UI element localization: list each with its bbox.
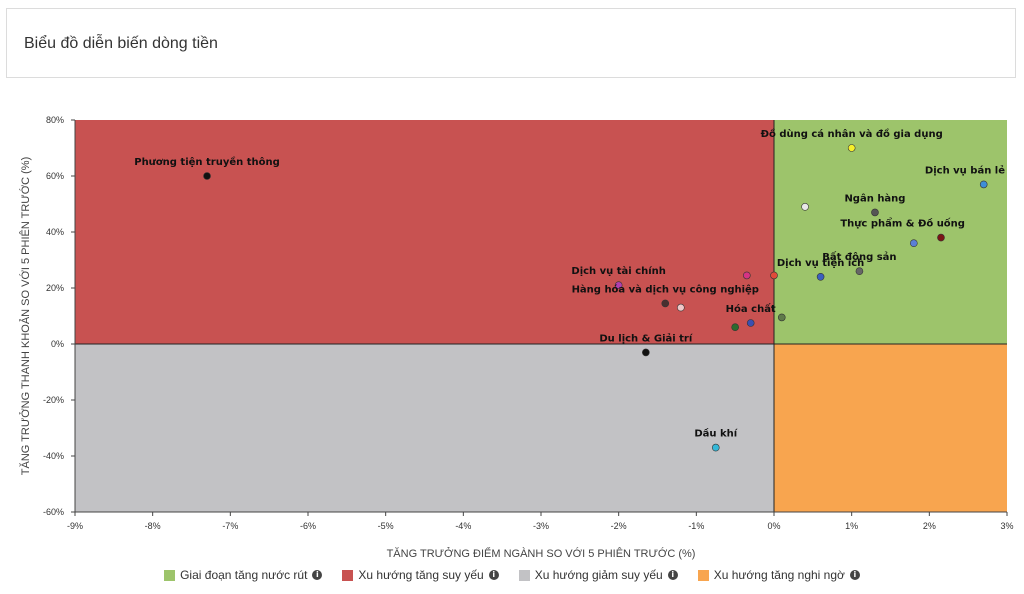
x-tick-label: -5% <box>378 521 394 531</box>
data-point <box>614 281 623 290</box>
data-label: Ngân hàng <box>844 192 905 204</box>
y-tick-label: -60% <box>43 507 64 517</box>
data-point <box>777 313 786 322</box>
x-tick-label: -9% <box>67 521 83 531</box>
legend-item-weakening-up[interactable]: Xu hướng tăng suy yếu i <box>342 568 499 582</box>
x-axis-title: TĂNG TRƯỞNG ĐIỂM NGÀNH SO VỚI 5 PHIÊN TR… <box>387 547 696 560</box>
legend-item-weakening-down[interactable]: Xu hướng giảm suy yếu i <box>518 568 678 582</box>
y-tick-label: -20% <box>43 395 64 405</box>
data-point <box>676 303 685 312</box>
x-tick-label: -3% <box>533 521 549 531</box>
data-point <box>743 271 751 280</box>
data-point <box>909 239 918 247</box>
x-tick-label: 2% <box>923 521 936 531</box>
data-point <box>871 208 879 217</box>
data-point <box>979 180 988 189</box>
data-point <box>661 299 670 308</box>
x-tick-label: -8% <box>145 521 161 531</box>
x-tick-label: 3% <box>1000 521 1013 531</box>
x-tick-label: -6% <box>300 521 316 531</box>
legend-label: Xu hướng tăng suy yếu <box>358 568 484 582</box>
quadrant-top-right <box>774 120 1007 344</box>
legend-item-doubtful-up[interactable]: Xu hướng tăng nghi ngờ i <box>697 568 860 582</box>
data-point <box>746 319 755 327</box>
x-tick-label: -1% <box>688 521 704 531</box>
data-point <box>801 203 809 211</box>
data-label: Dịch vụ bán lẻ <box>925 164 1005 176</box>
legend-label: Xu hướng tăng nghi ngờ <box>713 568 845 582</box>
x-tick-label: -4% <box>455 521 471 531</box>
scatter-chart: -9% -8% -7% -6% -5% -4% -3% -2% -1% 0% 1% 2% 3% -60% -… <box>19 115 1014 560</box>
data-point <box>816 272 825 281</box>
chart-title: Biểu đồ diễn biến dòng tiền <box>24 35 218 52</box>
data-point <box>711 443 720 452</box>
quadrant-bottom-left <box>75 344 774 512</box>
data-label: Bất động sản <box>822 250 896 263</box>
x-tick-label: 0% <box>767 521 780 531</box>
legend-swatch <box>342 569 354 581</box>
legend-swatch <box>164 569 176 581</box>
data-point <box>937 233 945 242</box>
x-tick-label: 1% <box>845 521 858 531</box>
data-label: Dịch vụ tiện ích <box>777 257 864 269</box>
data-point <box>855 267 864 276</box>
data-label: Dầu khí <box>694 428 737 440</box>
y-tick-label: 0% <box>51 339 64 349</box>
data-point <box>770 271 778 280</box>
legend-label: Xu hướng giảm suy yếu <box>534 568 663 582</box>
x-tick-label: -2% <box>611 521 627 531</box>
legend-swatch <box>697 569 709 581</box>
info-icon[interactable]: i <box>488 570 499 580</box>
chart-title-box: Biểu đồ diễn biến dòng tiền <box>6 8 1016 78</box>
data-label: Thực phẩm & Đồ uống <box>840 217 965 230</box>
data-label: Du lịch & Giải trí <box>599 332 692 344</box>
info-icon[interactable]: i <box>312 570 323 580</box>
legend-item-sprint[interactable]: Giai đoạn tăng nước rút i <box>164 568 323 582</box>
y-tick-label: 60% <box>46 171 64 181</box>
legend: Giai đoạn tăng nước rút i Xu hướng tăng … <box>0 568 1024 582</box>
data-label: Phương tiện truyền thông <box>134 155 280 168</box>
data-label: Dịch vụ tài chính <box>571 265 666 277</box>
legend-swatch <box>518 569 530 581</box>
y-axis-title: TĂNG TRƯỞNG THANH KHOẢN SO VỚI 5 PHIÊN T… <box>19 157 32 475</box>
data-point <box>203 172 211 180</box>
y-tick-label: 20% <box>46 283 64 293</box>
quadrant-bottom-right <box>774 344 1007 512</box>
legend-label: Giai đoạn tăng nước rút <box>180 568 308 582</box>
data-label: Hàng hóa và dịch vụ công nghiệp <box>572 283 759 295</box>
data-label: Đồ dùng cá nhân và đồ gia dụng <box>761 127 943 140</box>
y-tick-label: -40% <box>43 451 64 461</box>
y-tick-label: 40% <box>46 227 64 237</box>
data-label: Hóa chất <box>726 302 776 315</box>
data-point <box>731 323 739 332</box>
x-tick-label: -7% <box>222 521 238 531</box>
info-icon[interactable]: i <box>849 570 860 580</box>
quadrant-top-left <box>75 120 774 344</box>
info-icon[interactable]: i <box>667 570 678 580</box>
data-point <box>642 348 650 357</box>
y-tick-label: 80% <box>46 115 64 125</box>
data-point <box>847 144 856 152</box>
